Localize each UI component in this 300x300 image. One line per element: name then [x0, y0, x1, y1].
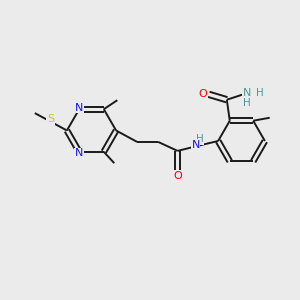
Text: N: N — [191, 140, 200, 150]
Text: N: N — [243, 88, 251, 98]
Text: H: H — [243, 98, 251, 108]
Text: H: H — [256, 88, 264, 98]
Text: O: O — [198, 89, 207, 99]
Text: S: S — [47, 114, 54, 124]
Text: N: N — [75, 103, 83, 113]
Text: N: N — [75, 148, 83, 158]
Text: H: H — [196, 134, 204, 145]
Text: O: O — [173, 171, 182, 181]
